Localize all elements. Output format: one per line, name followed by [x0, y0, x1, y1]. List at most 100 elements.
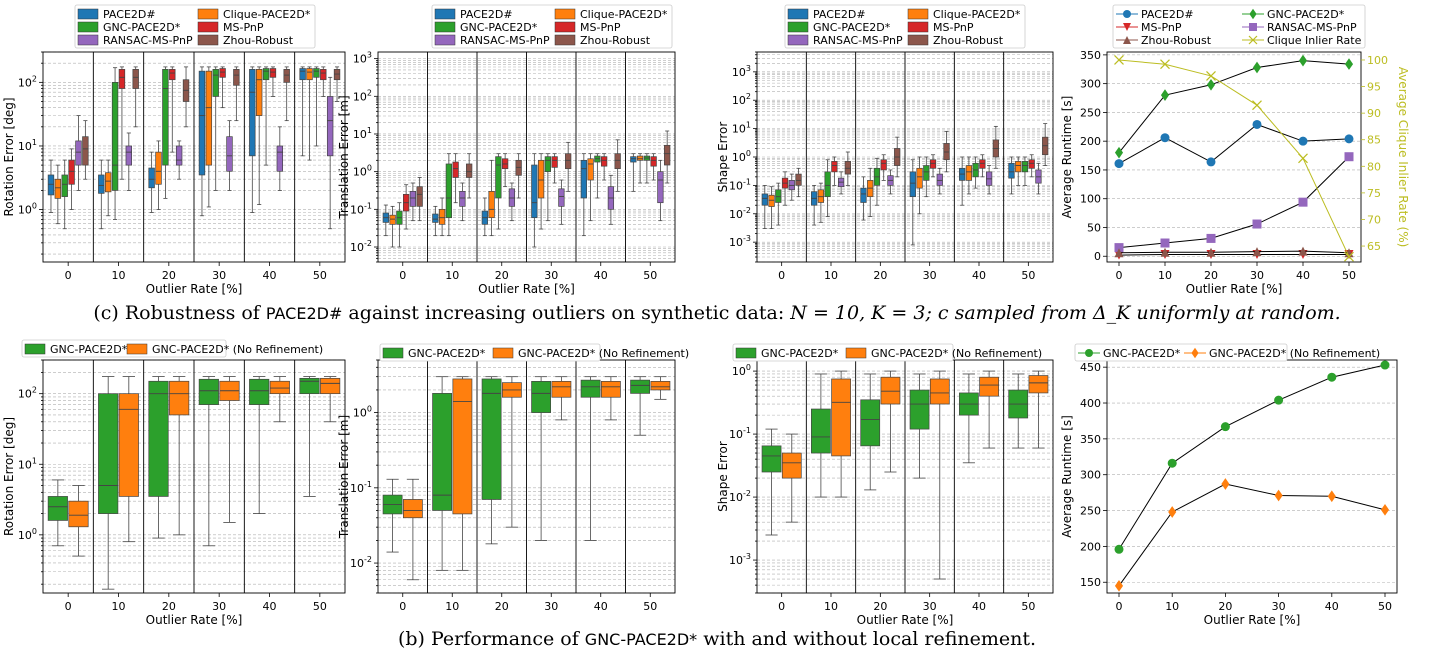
y-tick-label: 10-3	[729, 552, 751, 567]
box-body	[488, 191, 495, 219]
y-axis-label: Average Runtime [s]	[1060, 96, 1074, 219]
legend-label-gnc-pace2d: GNC-PACE2D*	[103, 21, 181, 34]
y-tick-exponent: -2	[743, 206, 751, 215]
box-body	[466, 163, 473, 178]
box-body	[775, 189, 782, 203]
y-tick-exponent: 1	[32, 456, 37, 465]
series-line	[1118, 123, 1350, 165]
y-tick-label: 300	[1080, 469, 1101, 482]
box-zhou-robust-20	[894, 136, 901, 178]
legend-label-gnc-pace2d: GNC-PACE2D*	[761, 347, 839, 360]
y2-tick-label: 65	[1367, 240, 1381, 253]
x-axis-label: Outlier Rate [%]	[478, 282, 575, 296]
box-clique-pace2d-10	[104, 159, 112, 217]
y-tick-label: 103	[732, 64, 751, 79]
marker-diamond	[1114, 579, 1124, 592]
box-body	[320, 69, 327, 81]
legend-swatch-gnc-pace2d	[77, 21, 99, 33]
box-ransac-ms-pnp-0	[788, 173, 795, 201]
box-gnc-pace2d-no-refinement-30	[219, 376, 240, 523]
box-body	[531, 164, 538, 219]
box-body	[219, 68, 226, 78]
box-body	[47, 496, 68, 521]
box-body	[600, 381, 621, 398]
y-tick-exponent: -3	[743, 552, 751, 561]
x-tick-label: 30	[212, 269, 226, 282]
x-tick-label: 30	[923, 600, 937, 613]
y-tick-exponent: -1	[364, 201, 372, 210]
marker-square	[1344, 152, 1354, 162]
box-body	[68, 159, 75, 185]
x-tick-label: 40	[1296, 269, 1310, 282]
x-tick-label: 50	[1021, 600, 1035, 613]
marker-triangle-down	[1123, 23, 1131, 31]
y-tick-exponent: 2	[32, 74, 37, 83]
box-gnc-pace2d-50	[1021, 156, 1029, 186]
box-body	[1028, 375, 1049, 394]
series-zhou-robust	[1114, 246, 1354, 258]
y-tick-label: 100	[18, 527, 37, 542]
box-body	[416, 186, 423, 207]
box-body	[664, 144, 671, 166]
legend-swatch-clique-pace2d	[197, 8, 219, 20]
x-tick-label: 40	[263, 269, 277, 282]
legend-swatch-pace2d	[787, 8, 809, 20]
legend-frame	[732, 343, 954, 362]
y-tick-label: 10-3	[729, 234, 751, 249]
box-gnc-pace2d-30	[923, 156, 930, 198]
box-body	[47, 174, 55, 196]
box-clique-pace2d-50	[306, 66, 313, 161]
series-line	[1118, 250, 1350, 254]
y-tick-label: 100	[732, 363, 751, 378]
y-tick-label: 100	[1080, 193, 1101, 206]
box-body	[551, 156, 558, 168]
box-ransac-ms-pnp-50	[1035, 162, 1042, 195]
y-tick-label: 150	[1080, 576, 1101, 589]
y2-tick-label: 80	[1367, 160, 1381, 173]
box-body	[860, 399, 881, 447]
box-body	[75, 140, 82, 166]
box-clique-pace2d-0	[54, 164, 62, 225]
box-ms-pnp-40	[269, 66, 277, 97]
x-tick-label: 20	[873, 600, 887, 613]
box-body	[249, 69, 256, 157]
box-gnc-pace2d-no-refinement-20	[502, 376, 522, 528]
box-gnc-pace2d-50	[643, 153, 651, 184]
x-tick-label: 10	[112, 600, 126, 613]
y-tick-exponent: 0	[746, 149, 751, 158]
y-axis-label: Shape Error	[716, 122, 730, 193]
box-body	[54, 178, 62, 199]
box-gnc-pace2d-10	[98, 376, 119, 590]
box-gnc-pace2d-40	[972, 156, 979, 189]
marker-circle	[1160, 133, 1170, 143]
box-zhou-robust-30	[233, 66, 240, 122]
box-body	[155, 151, 162, 185]
box-body	[614, 153, 621, 170]
box-gnc-pace2d-30	[212, 66, 219, 191]
marker-triangle-up	[1123, 36, 1131, 44]
box-gnc-pace2d-no-refinement-50	[320, 376, 341, 423]
box-gnc-pace2d-no-refinement-50	[1028, 370, 1049, 449]
legend-label-gnc-pace2d: GNC-PACE2D*	[1103, 347, 1181, 360]
chart-bottom-4: 150 200 250 300 350 400 450 0 10 20 30 40 50 Outlier …	[1060, 343, 1398, 627]
legend-label-gnc-pace2d-no-refinement: GNC-PACE2D* (No Refinement)	[871, 347, 1042, 360]
box-pace2d-50	[630, 153, 637, 192]
marker-x-stroke	[1114, 55, 1124, 65]
box-body	[495, 156, 502, 199]
y-tick-label: 102	[353, 88, 372, 103]
box-body	[68, 500, 89, 528]
y-tick-label: 300	[1080, 78, 1101, 91]
box-body	[580, 379, 601, 398]
legend-swatch-gnc-pace2d	[735, 347, 757, 359]
box-ms-pnp-50	[1028, 154, 1035, 178]
box-body	[432, 213, 439, 223]
box-clique-pace2d-30	[205, 66, 213, 208]
box-body	[831, 378, 851, 457]
legend-swatch-pace2d	[77, 8, 99, 20]
x-tick-label: 20	[495, 600, 509, 613]
y-axis-label: Shape Error	[716, 441, 730, 512]
marker-circle	[1114, 159, 1124, 169]
y-tick-exponent: 1	[367, 126, 372, 135]
y2-tick-label: 100	[1367, 54, 1388, 67]
marker-circle	[1220, 422, 1230, 432]
